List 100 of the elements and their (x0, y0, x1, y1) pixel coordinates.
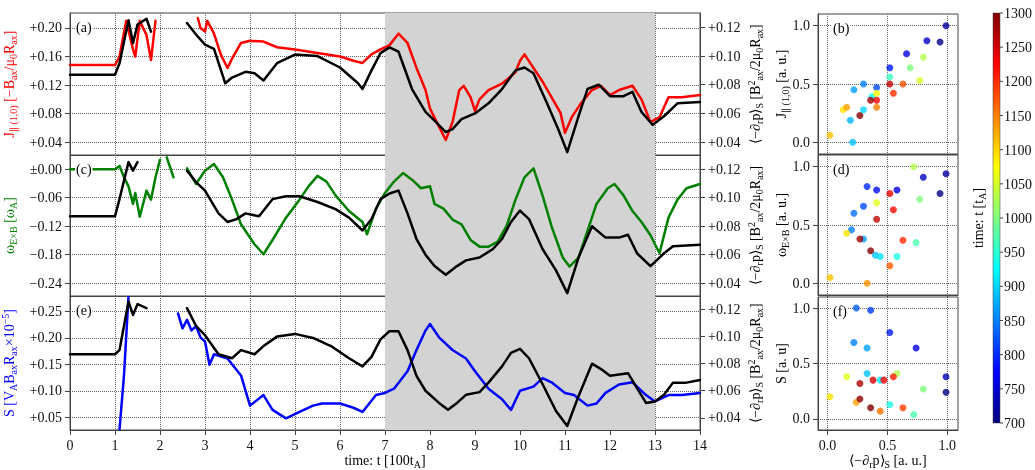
point (903, 50, 911, 58)
x-tick-label: 0 (66, 437, 74, 453)
x-tick-label: 10 (513, 437, 527, 453)
color-bar-label: 1150 (1004, 108, 1032, 124)
point (863, 369, 871, 377)
x-tick-label: 8 (426, 437, 434, 453)
x-tick-label: 13 (648, 437, 662, 453)
y-tick-label: 0.5 (792, 217, 810, 233)
point (873, 96, 881, 104)
x-tick-label: 0.5 (878, 437, 897, 453)
point (899, 404, 907, 412)
y-tick-label: 0.5 (792, 76, 810, 92)
annotation: (c) (76, 161, 92, 178)
point (936, 190, 944, 197)
annotation: (e) (76, 302, 92, 319)
point (876, 253, 884, 260)
x-axis-title: ⟨−∂$_{r}$p⟩$_{S}$ [a. u.] (849, 453, 927, 470)
y2-tick-label: +0.08 (708, 218, 741, 234)
point (846, 116, 854, 124)
color-bar-label: 750 (1004, 381, 1025, 397)
point (876, 407, 884, 415)
y-tick-label: 0.0 (792, 134, 810, 150)
point (850, 86, 858, 94)
y2-tick-label: +0.12 (708, 161, 741, 177)
point (942, 388, 950, 396)
x-tick-label: 0.0 (818, 437, 837, 453)
point (848, 226, 855, 234)
point (889, 373, 897, 381)
point (873, 199, 881, 207)
point (867, 247, 875, 255)
x-tick-label: 5 (291, 437, 299, 453)
y-tick-label: 0.0 (792, 275, 810, 291)
point (886, 328, 894, 336)
color-bar-label: 850 (1004, 313, 1025, 329)
x-tick-label: 1.0 (938, 437, 956, 453)
x-tick-label: 14 (693, 437, 707, 453)
y-tick-label: 0.0 (792, 411, 810, 427)
point (856, 379, 864, 387)
y-tick-label: −0.24 (29, 275, 62, 291)
y-tick-label: +0.12 (29, 77, 62, 93)
color-bar-label: 1200 (1004, 74, 1032, 90)
point (942, 373, 950, 381)
point (912, 239, 920, 246)
point (916, 195, 924, 203)
point (899, 236, 907, 244)
point (880, 376, 888, 384)
point (886, 64, 894, 72)
x-axis-title: time: t [100t$_{A}$] (344, 453, 426, 470)
point (826, 131, 834, 139)
y2-tick-label: +0.06 (708, 383, 741, 399)
y-tick-label: +0.10 (29, 383, 62, 399)
y-tick-label: 1.0 (792, 300, 810, 316)
color-bar-label: 800 (1004, 347, 1025, 363)
annotation: (b) (833, 20, 850, 37)
y2-tick-label: +0.04 (708, 134, 741, 150)
y-tick-label: +0.20 (29, 20, 62, 36)
point (910, 163, 918, 171)
y-tick-label: +0.15 (29, 356, 62, 372)
point (867, 404, 875, 412)
point (873, 186, 881, 194)
point (942, 22, 950, 30)
annotation: (f) (833, 303, 848, 320)
color-bar-label: 700 (1004, 416, 1025, 431)
y2-tick-label: +0.12 (708, 302, 741, 318)
point (873, 89, 881, 97)
point (849, 138, 857, 146)
color-bar-label: 900 (1004, 279, 1025, 295)
point (919, 385, 927, 393)
color-bar-label: 1050 (1004, 176, 1032, 192)
point (843, 103, 851, 111)
y2-tick-label: +0.04 (708, 410, 741, 426)
point (916, 77, 924, 84)
point (863, 183, 871, 190)
annotation: (a) (76, 19, 92, 36)
point (856, 112, 864, 119)
x-tick-label: 4 (246, 437, 254, 453)
x-tick-label: 6 (336, 437, 344, 453)
point (863, 279, 871, 287)
point (893, 253, 901, 260)
x-tick-label: 11 (558, 437, 572, 453)
x-tick-label: 3 (201, 437, 209, 453)
point (919, 173, 927, 181)
y-tick-label: 1.0 (792, 159, 810, 175)
y2-tick-label: +0.10 (708, 329, 741, 345)
y-axis-title: S [a. u] (774, 343, 789, 384)
color-bar-label: 950 (1004, 245, 1025, 261)
color-bar-label: 1000 (1004, 211, 1032, 226)
y-tick-label: −0.12 (29, 218, 62, 234)
y-tick-label: ±0.00 (29, 161, 62, 177)
y-tick-label: +0.20 (29, 330, 62, 346)
y-tick-label: −0.18 (29, 247, 62, 263)
point (850, 209, 858, 217)
point (910, 410, 918, 418)
point (852, 304, 860, 312)
point (843, 373, 851, 381)
y-tick-label: +0.16 (29, 49, 62, 65)
y-tick-label: 0.5 (792, 356, 810, 371)
x-tick-label: 7 (381, 437, 389, 453)
color-bar-label: 1100 (1004, 142, 1032, 158)
point (886, 190, 894, 197)
